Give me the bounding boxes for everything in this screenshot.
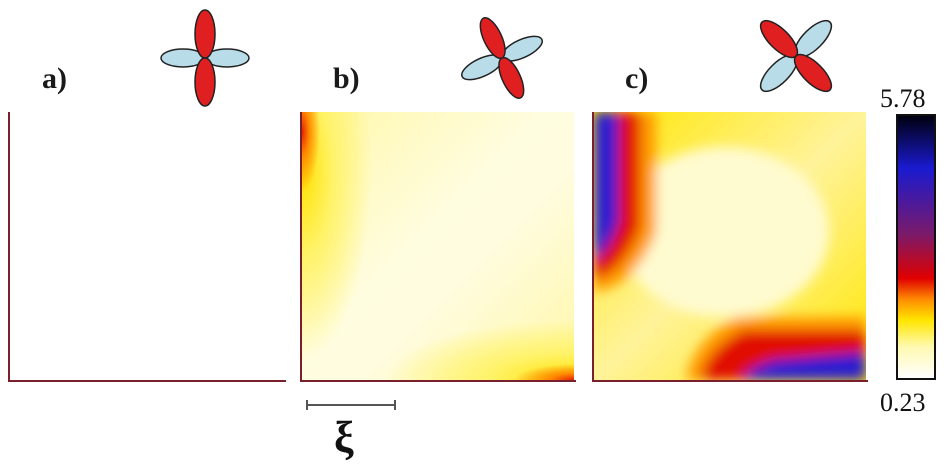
map-b-y-axis [300, 112, 302, 382]
panel-c-label: c) [625, 62, 649, 95]
colorbar [896, 114, 936, 380]
xi-scale-label: ξ [334, 413, 354, 462]
map-c-y-axis [592, 112, 594, 382]
orbital-c-icon [759, 19, 833, 93]
map-b-x-axis [300, 380, 576, 382]
colorbar-min-label: 0.23 [880, 388, 926, 417]
panel-b-label: b) [333, 62, 360, 95]
orbital-a-icon [160, 9, 250, 107]
orbital-b-icon [461, 17, 543, 99]
colorbar-max-label: 5.78 [880, 84, 926, 113]
map-a-y-axis [8, 112, 10, 382]
map-c [594, 112, 866, 380]
xi-scale-bar [306, 400, 396, 410]
panel-a-label: a) [42, 62, 67, 95]
map-b [302, 112, 574, 380]
map-a-x-axis [8, 380, 286, 382]
map-a [10, 112, 280, 380]
map-c-x-axis [592, 380, 868, 382]
